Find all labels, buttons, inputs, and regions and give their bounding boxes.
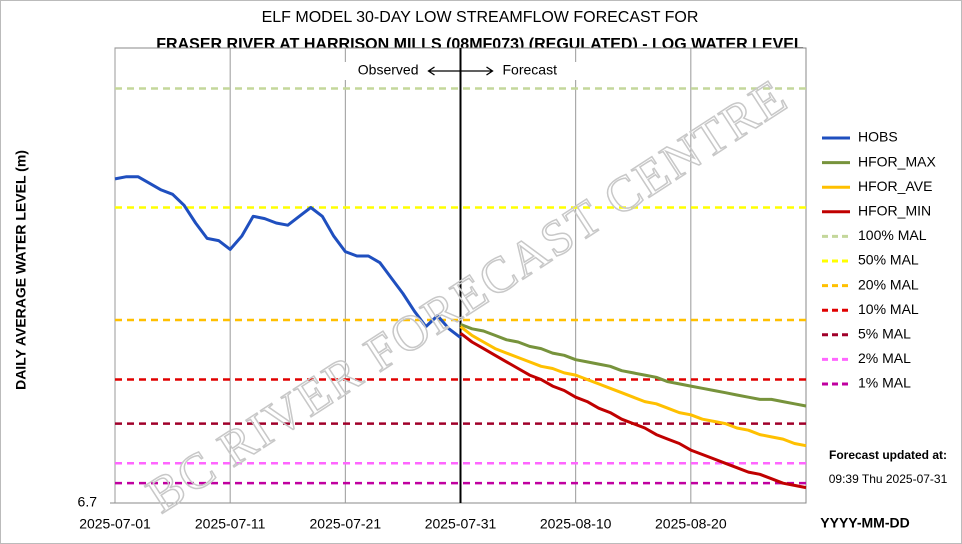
x-tick-label: 2025-08-20: [655, 516, 727, 532]
legend-label: 5% MAL: [858, 326, 911, 342]
legend-label: 100% MAL: [858, 227, 927, 243]
series-line: [459, 322, 807, 408]
legend-label: 1% MAL: [858, 375, 911, 391]
update-title: Forecast updated at:: [829, 448, 947, 462]
x-axis-label: YYYY-MM-DD: [820, 515, 909, 531]
series-line: [114, 175, 462, 339]
legend-label: HOBS: [858, 129, 898, 145]
x-tick-label: 2025-07-11: [195, 516, 266, 532]
y-tick-label: 6.7: [78, 494, 98, 510]
forecast-label: Forecast: [503, 62, 558, 78]
legend-label: 50% MAL: [858, 252, 919, 268]
legend-label: 2% MAL: [858, 350, 911, 366]
arrow: [427, 66, 494, 76]
x-tick-label: 2025-07-31: [425, 516, 497, 532]
observed-label: Observed: [358, 62, 419, 78]
legend-label: 20% MAL: [858, 276, 919, 292]
legend-label: HFOR_MIN: [858, 203, 931, 219]
series-line: [459, 325, 807, 448]
x-tick-label: 2025-07-01: [79, 516, 151, 532]
legend-label: 10% MAL: [858, 301, 919, 317]
legend-label: HFOR_AVE: [858, 178, 932, 194]
series-line: [459, 332, 807, 490]
y-axis-label: DAILY AVERAGE WATER LEVEL (m): [13, 150, 29, 390]
x-tick-label: 2025-07-21: [310, 516, 382, 532]
update-time: 09:39 Thu 2025-07-31: [829, 472, 948, 486]
legend-label: HFOR_MAX: [858, 153, 936, 169]
chart-title: ELF MODEL 30-DAY LOW STREAMFLOW FORECAST…: [262, 9, 699, 26]
x-tick-label: 2025-08-10: [540, 516, 612, 532]
